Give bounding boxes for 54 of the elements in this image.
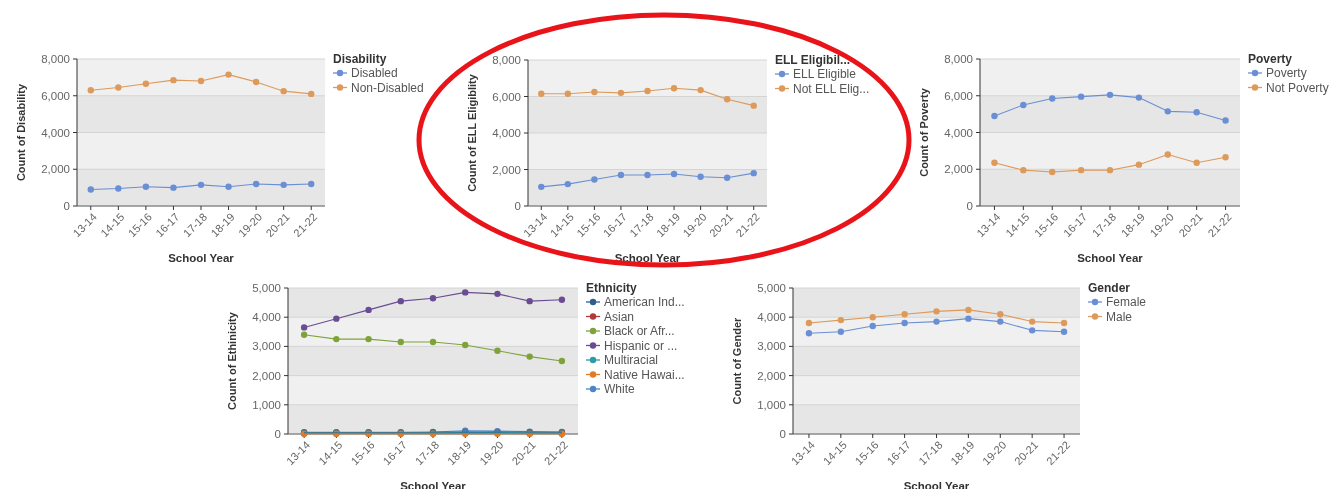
legend-label: Black or Afr... bbox=[604, 324, 675, 339]
legend-label: Non-Disabled bbox=[351, 80, 424, 95]
y-tick-label: 3,000 bbox=[252, 340, 281, 353]
legend-label: Female bbox=[1106, 295, 1147, 310]
y-tick-label: 6,000 bbox=[492, 90, 521, 103]
legend-title: Poverty bbox=[1248, 52, 1293, 66]
legend-title: Ethnicity bbox=[586, 281, 637, 295]
y-tick-label: 1,000 bbox=[252, 398, 281, 411]
y-tick-label: 6,000 bbox=[944, 89, 973, 102]
y-axis-title: Count of ELL Eligiblity bbox=[466, 73, 478, 192]
legend-title: Disability bbox=[333, 52, 387, 66]
legend-label: Not Poverty bbox=[1266, 80, 1329, 95]
y-tick-label: 0 bbox=[63, 200, 70, 213]
legend-label: Hispanic or ... bbox=[604, 338, 678, 353]
legend-label: Native Hawai... bbox=[604, 367, 685, 382]
y-axis-title: Count of Poverty bbox=[918, 87, 930, 177]
y-tick-label: 5,000 bbox=[757, 282, 786, 295]
y-tick-label: 4,000 bbox=[41, 126, 70, 139]
y-tick-label: 3,000 bbox=[757, 340, 786, 353]
y-tick-label: 2,000 bbox=[41, 163, 70, 176]
legend-label: Male bbox=[1106, 309, 1133, 324]
y-axis-title: Count of Disability bbox=[15, 83, 27, 182]
y-tick-label: 1,000 bbox=[757, 398, 786, 411]
legend-label: Multiracial bbox=[604, 353, 659, 368]
y-tick-label: 2,000 bbox=[757, 369, 786, 382]
y-tick-label: 8,000 bbox=[492, 54, 521, 67]
y-tick-label: 6,000 bbox=[41, 89, 70, 102]
legend-label: Asian bbox=[604, 309, 635, 324]
y-tick-label: 4,000 bbox=[252, 311, 281, 324]
y-tick-label: 4,000 bbox=[944, 126, 973, 139]
y-axis-title: Count of Gender bbox=[731, 316, 743, 405]
y-tick-label: 8,000 bbox=[41, 53, 70, 66]
legend-label: ELL Eligible bbox=[793, 67, 857, 82]
y-tick-label: 2,000 bbox=[492, 163, 521, 176]
y-tick-label: 0 bbox=[966, 200, 973, 213]
y-axis-title: Count of Ethinicity bbox=[226, 311, 238, 410]
x-axis-title: School Year bbox=[168, 252, 235, 264]
y-tick-label: 0 bbox=[514, 200, 521, 213]
y-tick-label: 0 bbox=[779, 428, 786, 441]
legend-label: Not ELL Elig... bbox=[793, 81, 870, 96]
y-tick-label: 2,000 bbox=[944, 163, 973, 176]
y-tick-label: 2,000 bbox=[252, 369, 281, 382]
y-tick-label: 0 bbox=[274, 428, 281, 441]
x-axis-title: School Year bbox=[1077, 252, 1144, 264]
y-tick-label: 4,000 bbox=[492, 127, 521, 140]
legend-label: American Ind... bbox=[604, 295, 685, 310]
y-tick-label: 8,000 bbox=[944, 53, 973, 66]
legend-title: ELL Eligibil... bbox=[775, 53, 851, 67]
y-tick-label: 4,000 bbox=[757, 311, 786, 324]
legend-label: White bbox=[604, 382, 635, 397]
legend-label: Disabled bbox=[351, 66, 398, 81]
y-tick-label: 5,000 bbox=[252, 282, 281, 295]
legend-label: Poverty bbox=[1266, 66, 1307, 81]
legend-title: Gender bbox=[1088, 281, 1131, 295]
